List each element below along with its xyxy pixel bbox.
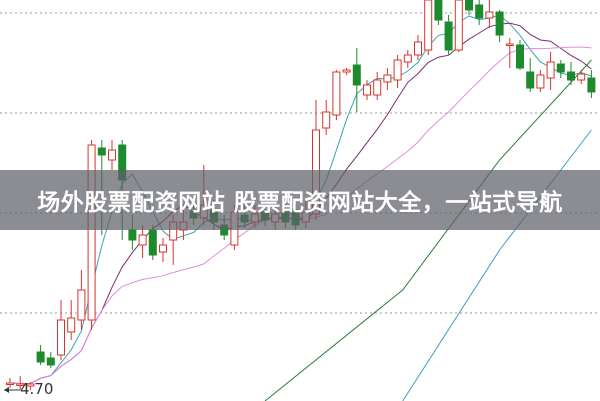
candle-body bbox=[128, 229, 137, 241]
arrow-head-icon bbox=[4, 387, 9, 393]
candle-body bbox=[505, 43, 514, 46]
candle-body bbox=[352, 64, 361, 86]
candle-body bbox=[587, 77, 596, 93]
candle-body bbox=[556, 63, 565, 73]
candle-body bbox=[567, 71, 575, 81]
candle-body bbox=[424, 0, 433, 51]
candle-body bbox=[342, 69, 351, 73]
candle-body bbox=[577, 73, 586, 81]
candle-body bbox=[26, 383, 35, 387]
title-banner: 场外股票配资网站 股票配资网站大全，一站式导航 bbox=[0, 170, 600, 230]
moving-average-line bbox=[264, 59, 592, 401]
candle-body bbox=[373, 79, 382, 96]
candle-body bbox=[516, 44, 524, 69]
candle-body bbox=[526, 71, 535, 89]
candle-body bbox=[87, 144, 96, 321]
candle-body bbox=[46, 357, 55, 366]
candle-body bbox=[159, 244, 167, 253]
candle-body bbox=[57, 319, 65, 356]
candle-body bbox=[434, 0, 443, 21]
candle-body bbox=[332, 71, 341, 116]
candle-body bbox=[36, 351, 45, 363]
candle-body bbox=[108, 149, 116, 161]
candle-body bbox=[6, 382, 14, 385]
candle-body bbox=[403, 54, 412, 63]
candle-body bbox=[475, 4, 484, 19]
candle-body bbox=[536, 74, 545, 89]
candle-body bbox=[485, 11, 494, 19]
candle-body bbox=[363, 84, 371, 96]
candle-body bbox=[97, 147, 106, 156]
candle-body bbox=[414, 41, 422, 56]
candle-body bbox=[148, 229, 157, 256]
candle-body bbox=[465, 0, 473, 11]
candle-body bbox=[383, 74, 392, 83]
candle-body bbox=[16, 383, 25, 386]
candle-body bbox=[546, 61, 555, 79]
candle-body bbox=[67, 317, 76, 333]
candle-body bbox=[495, 11, 504, 36]
candle-body bbox=[444, 21, 453, 51]
candle-body bbox=[393, 59, 402, 81]
page-title: 场外股票配资网站 股票配资网站大全，一站式导航 bbox=[37, 190, 563, 216]
candle-body bbox=[454, 0, 463, 51]
candle-body bbox=[77, 289, 86, 321]
candle-body bbox=[322, 111, 331, 129]
candle-body bbox=[138, 234, 147, 246]
low-price-label: 4.70 bbox=[20, 380, 54, 398]
